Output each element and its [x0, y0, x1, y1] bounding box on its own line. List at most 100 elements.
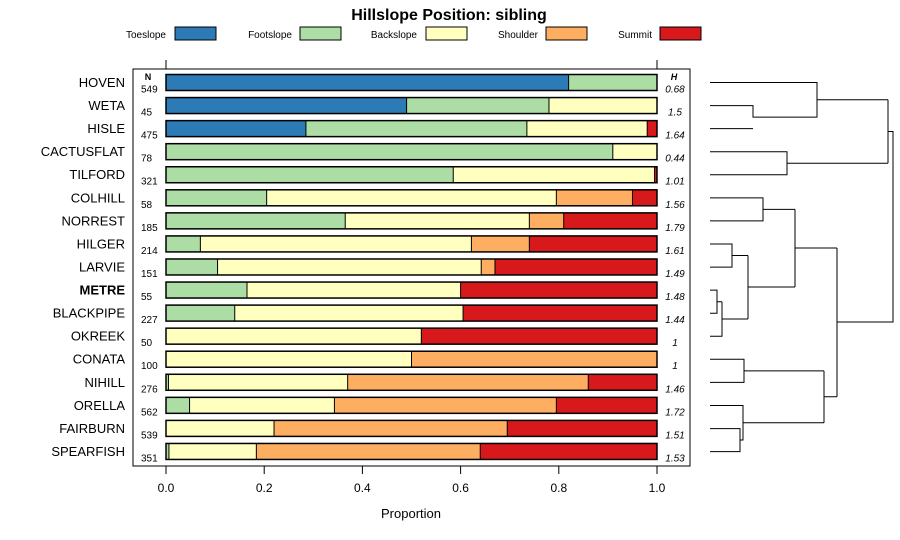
soil-labels: HOVEN 549 0.68 WETA 45 1.5 HISLE 475 1.64 CACTUSF…: [41, 75, 685, 464]
soil-label-nihill: NIHILL: [85, 375, 125, 390]
soil-label-larvie: LARVIE: [79, 259, 125, 274]
bar-outline-colhill: [165, 189, 658, 207]
bar-segment-hilger-backslope: [200, 235, 472, 252]
bar-outline-metre: [165, 281, 658, 299]
dendrogram-branch-9: [836, 131, 894, 397]
legend-label-summit: Summit: [618, 30, 652, 41]
h-label-fairburn: 1.51: [665, 430, 684, 441]
bars: [165, 73, 658, 461]
soil-label-spearfish: SPEARFISH: [51, 444, 125, 459]
bar-segment-weta-backslope: [548, 97, 657, 114]
x-tick-label-1: 0.2: [256, 481, 273, 495]
bar-segment-orella-backslope: [189, 397, 335, 414]
legend-swatch-backslope: [425, 26, 468, 41]
x-tick-label-4: 0.8: [550, 481, 567, 495]
bar-segment-norrest-footslope: [166, 212, 346, 229]
bar-segment-orella-shoulder: [334, 397, 557, 414]
soil-label-conata: CONATA: [73, 352, 126, 367]
n-label-colhill: 58: [141, 200, 153, 211]
h-label-tilford: 1.01: [665, 177, 684, 188]
bar-segment-hisle-summit: [647, 120, 657, 137]
chart-title: Hillslope Position: sibling: [351, 7, 547, 24]
h-label-nihill: 1.46: [665, 384, 685, 395]
n-label-conata: 100: [141, 361, 158, 372]
soil-label-hilger: HILGER: [77, 236, 125, 251]
bar-segment-weta-toeslope: [166, 97, 407, 114]
bar-outline-larvie: [165, 258, 658, 276]
bar-segment-hisle-backslope: [526, 120, 648, 137]
bar-outline-tilford: [165, 165, 658, 184]
bar-outline-weta: [165, 96, 658, 115]
bar-segment-colhill-shoulder: [556, 189, 633, 206]
bar-outline-hoven: [165, 73, 658, 92]
n-label-spearfish: 351: [141, 453, 158, 464]
legend-swatch-summit: [659, 26, 702, 41]
legend-swatch-toeslope: [174, 26, 217, 41]
h-label-hilger: 1.61: [665, 246, 684, 257]
x-axis: 0.0 0.2 0.4 0.6 0.8 1.0: [158, 466, 666, 495]
bar-segment-fairburn-shoulder: [274, 420, 508, 437]
bar-segment-larvie-summit: [494, 258, 657, 275]
soil-label-norrest: NORREST: [61, 213, 125, 228]
bar-segment-norrest-shoulder: [529, 212, 564, 229]
x-tick-label-0: 0.0: [158, 481, 175, 495]
n-label-hoven: 549: [141, 85, 158, 96]
bar-segment-nihill-backslope: [168, 374, 348, 391]
bar-segment-cactusflat-backslope: [612, 143, 657, 160]
bar-segment-spearfish-backslope: [168, 443, 257, 460]
bar-outline-norrest: [165, 212, 658, 230]
dendrogram-branch-5: [710, 289, 748, 337]
soil-label-orella: ORELLA: [74, 398, 126, 413]
bar-outline-okreek: [165, 327, 658, 345]
bar-outline-cactusflat: [165, 142, 658, 161]
bar-segment-hisle-footslope: [305, 120, 527, 137]
bar-segment-hilger-footslope: [166, 235, 201, 252]
legend-swatch-footslope: [299, 26, 342, 41]
bar-segment-spearfish-summit: [480, 443, 657, 460]
n-label-hilger: 214: [141, 246, 158, 257]
soil-label-hoven: HOVEN: [79, 75, 125, 90]
bar-segment-larvie-shoulder: [481, 258, 495, 275]
h-label-weta: 1.5: [668, 108, 682, 119]
h-label-spearfish: 1.53: [665, 453, 685, 464]
bar-segment-metre-footslope: [166, 282, 248, 299]
legend: Toeslope Footslope Backslope Shoulder Summit: [126, 26, 702, 41]
bar-segment-norrest-backslope: [345, 212, 530, 229]
bar-segment-metre-backslope: [247, 282, 461, 299]
bar-segment-okreek-summit: [421, 328, 657, 345]
bar-segment-larvie-backslope: [217, 258, 482, 275]
plot-frame: [132, 68, 691, 467]
x-tick-label-2: 0.4: [354, 481, 371, 495]
h-label-orella: 1.72: [665, 407, 685, 418]
bar-outline-hilger: [165, 235, 658, 253]
dendrogram-branch-0: [710, 82, 888, 130]
x-axis-title: Proportion: [381, 506, 441, 521]
bar-segment-hoven-toeslope: [166, 74, 569, 91]
bar-segment-larvie-footslope: [166, 258, 218, 275]
h-label-hisle: 1.64: [665, 131, 685, 142]
n-header: N: [145, 72, 152, 82]
dendrogram: [710, 82, 894, 453]
bar-segment-hisle-toeslope: [166, 120, 306, 137]
n-label-weta: 45: [141, 108, 153, 119]
h-label-larvie: 1.49: [665, 269, 685, 280]
soil-label-hisle: HISLE: [87, 121, 125, 136]
h-label-norrest: 1.79: [665, 223, 685, 234]
legend-label-shoulder: Shoulder: [498, 30, 539, 41]
dendrogram-branch-4: [710, 243, 748, 268]
bar-segment-norrest-summit: [563, 212, 657, 229]
n-label-cactusflat: 78: [141, 154, 153, 165]
n-label-blackpipe: 227: [141, 315, 158, 326]
n-label-hisle: 475: [141, 131, 158, 142]
dendrogram-branch-2: [888, 131, 894, 320]
x-tick-label-3: 0.6: [452, 481, 469, 495]
soil-label-okreek: OKREEK: [71, 329, 126, 344]
bar-segment-colhill-summit: [632, 189, 657, 206]
soil-label-tilford: TILFORD: [69, 167, 125, 182]
h-label-conata: 1: [672, 361, 678, 372]
bar-segment-nihill-shoulder: [347, 374, 589, 391]
soil-label-blackpipe: BLACKPIPE: [53, 306, 126, 321]
h-label-cactusflat: 0.44: [665, 154, 685, 165]
dendrogram-branch-8: [710, 370, 837, 453]
bar-outline-spearfish: [165, 442, 658, 461]
